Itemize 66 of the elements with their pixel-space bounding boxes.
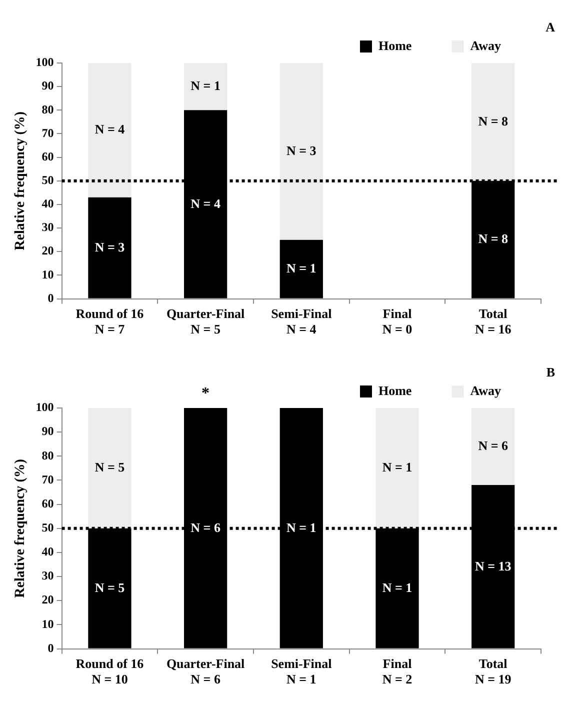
annotation: N = 5 bbox=[94, 580, 126, 595]
x-tick-label: Total N = 16 bbox=[474, 306, 512, 337]
annotation: N = 6 bbox=[478, 438, 508, 453]
y-axis-title: Relative frequency (%) bbox=[13, 458, 28, 598]
y-tick-label: 90 bbox=[42, 424, 54, 438]
y-tick-label: 0 bbox=[48, 640, 54, 655]
x-tick-label: Final N = 0 bbox=[382, 306, 412, 337]
y-axis-title: Relative frequency (%) bbox=[13, 111, 28, 250]
y-tick-label: 40 bbox=[42, 196, 54, 211]
annotation: N = 8 bbox=[478, 113, 508, 128]
x-tick-label: Semi-Final N = 1 bbox=[271, 656, 332, 687]
text: B bbox=[546, 364, 556, 380]
annotation: N = 4 bbox=[94, 122, 126, 137]
x-tick-label: Round of 16 N = 10 bbox=[76, 656, 144, 687]
bar bbox=[472, 408, 515, 486]
x-tick-label: Total N = 19 bbox=[474, 656, 512, 687]
bar bbox=[184, 63, 228, 110]
y-tick-label: 20 bbox=[42, 244, 54, 258]
y-tick-label: 80 bbox=[42, 102, 54, 116]
y-tick-label: 70 bbox=[42, 126, 54, 140]
annotation: N = 6 bbox=[190, 520, 221, 535]
y-tick-label: 80 bbox=[42, 448, 54, 462]
annotation: * bbox=[202, 385, 210, 402]
annotation: N = 13 bbox=[474, 558, 512, 574]
annotation: N = 1 bbox=[286, 520, 316, 535]
bar bbox=[88, 63, 132, 198]
x-tick-label: Quarter-Final N = 5 bbox=[166, 306, 246, 337]
legend-label: Home bbox=[378, 382, 412, 398]
y-tick-label: 100 bbox=[36, 400, 54, 414]
x-tick-label: Round of 16 N = 7 bbox=[76, 306, 144, 337]
x-tick-label: Semi-Final N = 4 bbox=[271, 306, 332, 337]
bar bbox=[472, 63, 515, 181]
y-tick-label: 100 bbox=[36, 55, 54, 70]
bar bbox=[88, 408, 132, 528]
annotation: N = 5 bbox=[94, 460, 126, 475]
x-tick-label: Final N = 2 bbox=[382, 656, 412, 687]
annotation: N = 1 bbox=[382, 580, 412, 595]
y-tick-label: 90 bbox=[42, 78, 54, 93]
bar bbox=[280, 240, 323, 298]
y-tick-label: 30 bbox=[42, 220, 54, 234]
y-tick-label: 50 bbox=[42, 172, 54, 187]
y-tick-label: 10 bbox=[42, 616, 54, 631]
annotation: N = 3 bbox=[94, 239, 126, 254]
y-tick-label: 70 bbox=[42, 472, 54, 486]
bar bbox=[280, 63, 323, 240]
y-tick-label: 50 bbox=[42, 520, 54, 534]
y-tick-label: 40 bbox=[42, 544, 54, 559]
annotation: N = 3 bbox=[286, 142, 317, 158]
text: A bbox=[546, 19, 556, 34]
y-tick-label: 10 bbox=[42, 267, 54, 282]
annotation: N = 4 bbox=[190, 196, 221, 211]
y-tick-label: 60 bbox=[42, 496, 54, 510]
legend-label: Away bbox=[470, 38, 502, 53]
y-tick-label: 60 bbox=[42, 149, 54, 164]
bar bbox=[376, 408, 419, 528]
y-tick-label: 30 bbox=[42, 568, 54, 583]
bar bbox=[88, 197, 132, 298]
y-tick-label: 0 bbox=[48, 290, 54, 305]
legend-label: Away bbox=[470, 382, 502, 398]
y-tick-label: 20 bbox=[42, 592, 54, 607]
annotation: N = 1 bbox=[286, 260, 316, 276]
x-tick-label: Quarter-Final N = 6 bbox=[166, 656, 246, 687]
annotation: N = 1 bbox=[382, 460, 412, 475]
legend-label: Home bbox=[378, 38, 412, 53]
annotation: N = 1 bbox=[190, 78, 220, 93]
annotation: N = 8 bbox=[478, 231, 508, 246]
